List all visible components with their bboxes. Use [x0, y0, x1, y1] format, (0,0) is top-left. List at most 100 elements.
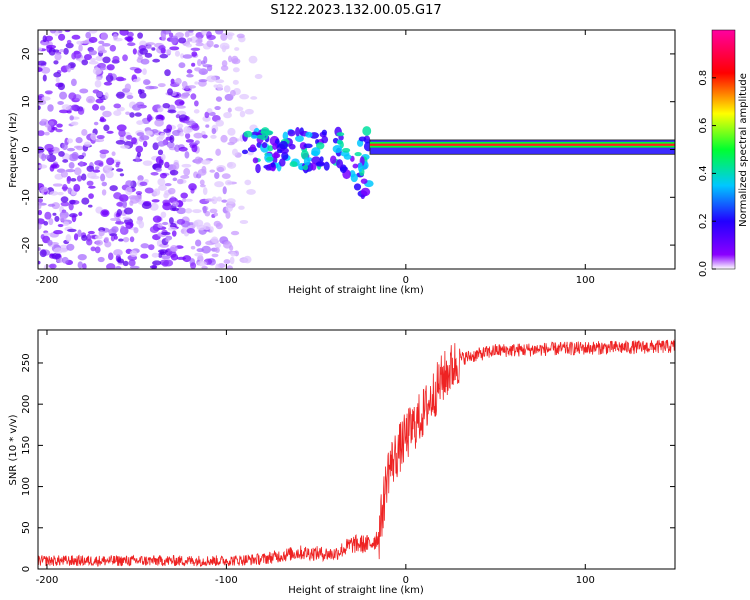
noise-blob: [87, 171, 97, 179]
noise-blob: [164, 183, 172, 187]
noise-blob: [127, 31, 134, 38]
noise-blob: [215, 79, 225, 84]
noise-blob: [52, 147, 60, 151]
noise-blob: [81, 128, 88, 136]
noise-blob: [111, 226, 119, 233]
trace-blob: [255, 163, 261, 174]
noise-blob: [177, 123, 184, 129]
noise-blob: [112, 55, 120, 63]
noise-blob: [73, 233, 79, 241]
noise-blob: [73, 51, 82, 59]
noise-blob: [58, 109, 69, 114]
noise-blob: [167, 226, 177, 231]
trace-blob: [315, 162, 325, 167]
noise-blob: [197, 260, 207, 267]
trace-blob: [341, 147, 351, 153]
noise-blob: [135, 145, 144, 153]
noise-blob: [215, 30, 224, 35]
noise-blob: [185, 132, 191, 139]
noise-blob: [183, 126, 191, 135]
noise-blob: [194, 140, 200, 145]
noise-blob: [61, 142, 68, 151]
noise-blob: [99, 149, 110, 154]
noise-blob: [79, 88, 89, 94]
noise-blob: [129, 112, 135, 118]
noise-blob: [99, 152, 107, 159]
noise-blob: [243, 255, 252, 264]
noise-blob: [182, 255, 192, 263]
noise-blob: [56, 123, 63, 128]
noise-blob: [159, 172, 168, 179]
noise-blob: [162, 30, 172, 35]
noise-blob: [209, 208, 218, 214]
noise-blob: [232, 79, 239, 85]
noise-blob: [176, 105, 186, 109]
noise-blob: [100, 32, 109, 41]
noise-blob: [198, 79, 208, 83]
noise-blob: [42, 74, 47, 82]
noise-blob: [77, 253, 87, 261]
noise-blob: [120, 225, 126, 234]
noise-blob: [116, 124, 127, 132]
noise-blob: [129, 236, 135, 243]
noise-blob: [124, 36, 134, 41]
noise-blob: [186, 73, 194, 78]
noise-blob: [95, 98, 104, 104]
noise-blob: [157, 222, 163, 229]
noise-blob: [92, 104, 100, 111]
noise-blob: [184, 151, 190, 159]
noise-blob: [81, 59, 89, 66]
trace-blob: [265, 165, 272, 171]
noise-blob: [66, 39, 72, 45]
noise-blob: [195, 39, 203, 44]
noise-blob: [169, 134, 175, 143]
noise-blob: [40, 41, 51, 46]
snr-y-tick-label: 200: [21, 395, 32, 414]
trace-blob: [278, 158, 286, 167]
noise-blob: [244, 179, 252, 186]
noise-blob: [73, 183, 81, 192]
noise-blob: [214, 181, 224, 188]
snr-y-tick-label: 150: [21, 436, 32, 455]
trace-blob: [295, 135, 304, 143]
noise-blob: [229, 89, 236, 97]
noise-blob: [44, 154, 50, 159]
noise-blob: [150, 171, 159, 176]
noise-blob: [86, 165, 95, 172]
noise-blob: [102, 56, 111, 64]
trace-blob: [298, 165, 305, 170]
noise-blob: [209, 226, 214, 233]
noise-blob: [180, 192, 188, 199]
noise-blob: [229, 136, 238, 144]
noise-blob: [55, 128, 63, 133]
noise-blob: [128, 259, 136, 267]
noise-blob: [115, 139, 126, 145]
noise-blob: [201, 30, 208, 36]
noise-blob: [51, 126, 58, 131]
noise-blob: [214, 242, 221, 249]
trace-blob: [305, 131, 313, 138]
noise-blob: [215, 96, 223, 102]
noise-blob: [210, 236, 219, 244]
noise-blob: [222, 186, 227, 195]
noise-blob: [106, 157, 115, 166]
trace-blob: [241, 149, 249, 155]
noise-blob: [39, 249, 47, 258]
noise-blob: [181, 163, 192, 168]
noise-blob: [145, 130, 153, 135]
noise-blob: [86, 180, 94, 186]
noise-blob: [70, 189, 77, 196]
trace-blob: [302, 164, 309, 171]
noise-blob: [104, 241, 112, 248]
noise-blob: [71, 34, 81, 40]
noise-blob: [157, 141, 166, 147]
noise-blob: [58, 33, 66, 41]
noise-blob: [144, 187, 154, 194]
noise-blob: [215, 119, 224, 127]
noise-blob: [221, 45, 227, 53]
noise-blob: [134, 68, 142, 74]
noise-blob: [53, 229, 64, 235]
noise-blob: [61, 104, 72, 110]
noise-blob: [77, 229, 82, 238]
